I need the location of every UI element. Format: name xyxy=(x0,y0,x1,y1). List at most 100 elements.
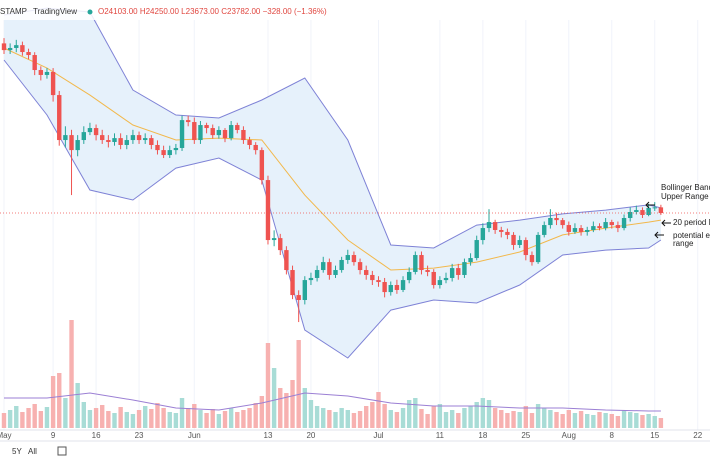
volume-bar xyxy=(640,415,645,428)
candle-body xyxy=(93,128,99,136)
volume-bar xyxy=(14,406,19,428)
candle-body xyxy=(370,274,375,281)
candle-body xyxy=(308,277,314,281)
candle-body xyxy=(228,125,234,139)
candle-body xyxy=(235,125,240,130)
candle-body xyxy=(523,240,529,256)
volume-ma xyxy=(4,392,661,412)
volume-bar xyxy=(529,413,535,428)
candle-body xyxy=(603,222,608,229)
volume-bar xyxy=(634,413,639,428)
volume-bar xyxy=(192,404,197,428)
range-button[interactable]: 5Y xyxy=(12,447,22,456)
volume-bar xyxy=(511,411,516,428)
candle-body xyxy=(511,234,516,245)
volume-bar xyxy=(394,412,400,428)
volume-bar xyxy=(572,413,578,428)
candle-body xyxy=(278,238,283,251)
volume-bar xyxy=(480,398,486,428)
volume-bar xyxy=(462,408,467,428)
annotation: Upper Range xyxy=(661,192,709,201)
volume-bar xyxy=(173,413,179,428)
candle-body xyxy=(474,240,479,259)
candle-body xyxy=(284,250,289,271)
candle-body xyxy=(517,240,522,245)
volume-bar xyxy=(437,404,443,428)
volume-bar xyxy=(38,411,44,428)
volume-bar xyxy=(357,411,363,428)
volume-bar xyxy=(302,388,308,428)
candle-body xyxy=(566,225,571,232)
volume-bar xyxy=(167,412,172,428)
candle-body xyxy=(585,229,590,232)
volume-bar xyxy=(548,410,553,428)
candle-body xyxy=(179,120,185,148)
volume-bar xyxy=(419,409,424,428)
status-dot xyxy=(87,9,93,15)
candle-body xyxy=(69,135,74,151)
candle-body xyxy=(658,207,664,214)
volume-bar xyxy=(50,376,56,428)
candle-body xyxy=(615,225,621,229)
candle-body xyxy=(136,135,142,141)
candle-body xyxy=(81,132,87,141)
bollinger-bands xyxy=(3,7,662,359)
candle-body xyxy=(400,280,406,290)
candle-body xyxy=(406,271,412,281)
candle-body xyxy=(419,255,424,271)
candle-body xyxy=(198,125,203,141)
volume-bar xyxy=(265,343,271,428)
candle-body xyxy=(431,271,436,286)
volume-bar xyxy=(627,412,633,428)
volume-bar xyxy=(222,411,228,428)
candle-body xyxy=(634,210,639,213)
volume-bar xyxy=(321,408,326,428)
volume-bar xyxy=(63,398,68,428)
volume-bar xyxy=(75,383,80,428)
volume-bar xyxy=(370,402,375,428)
candle-body xyxy=(333,270,338,275)
candle-body xyxy=(50,71,56,96)
candle-body xyxy=(321,262,326,271)
volume-bar xyxy=(20,412,25,428)
band-upper xyxy=(3,7,662,249)
volume-bar xyxy=(179,398,185,428)
band-middle xyxy=(3,47,661,271)
volume-bar xyxy=(597,412,602,428)
candle-body xyxy=(548,217,553,226)
volume-bar xyxy=(290,380,295,428)
candle-body xyxy=(364,270,369,275)
volume-bar xyxy=(382,404,387,428)
candle-body xyxy=(597,226,602,229)
candles xyxy=(0,38,710,323)
volume-bar xyxy=(333,412,338,428)
candle-body xyxy=(57,95,62,141)
annotation: potential e xyxy=(673,231,710,240)
candle-body xyxy=(456,268,461,275)
volume-bar xyxy=(658,418,664,428)
volume-bar xyxy=(456,413,461,428)
candle-body xyxy=(314,270,320,278)
candle-body xyxy=(216,129,222,136)
x-tick-label: 18 xyxy=(478,431,487,440)
candle-body xyxy=(20,45,25,53)
volume-bar xyxy=(652,416,657,428)
volume-bar xyxy=(339,408,344,428)
x-tick-label: Aug xyxy=(562,431,576,440)
candle-body xyxy=(388,285,393,293)
volume-bar xyxy=(591,415,596,428)
candle-body xyxy=(112,138,117,142)
volume-pane xyxy=(1,320,664,428)
candle-body xyxy=(376,280,381,283)
x-tick-label: 13 xyxy=(264,431,273,440)
x-tick-label: 23 xyxy=(135,431,144,440)
arrow xyxy=(645,201,655,209)
volume-bar xyxy=(1,413,7,428)
candle-body xyxy=(609,222,614,226)
candle-body xyxy=(357,262,363,271)
volume-bar xyxy=(155,403,160,428)
calendar-icon[interactable] xyxy=(57,446,67,456)
candle-body xyxy=(38,70,44,75)
x-tick-label: May xyxy=(0,431,12,440)
range-button[interactable]: All xyxy=(28,447,37,456)
